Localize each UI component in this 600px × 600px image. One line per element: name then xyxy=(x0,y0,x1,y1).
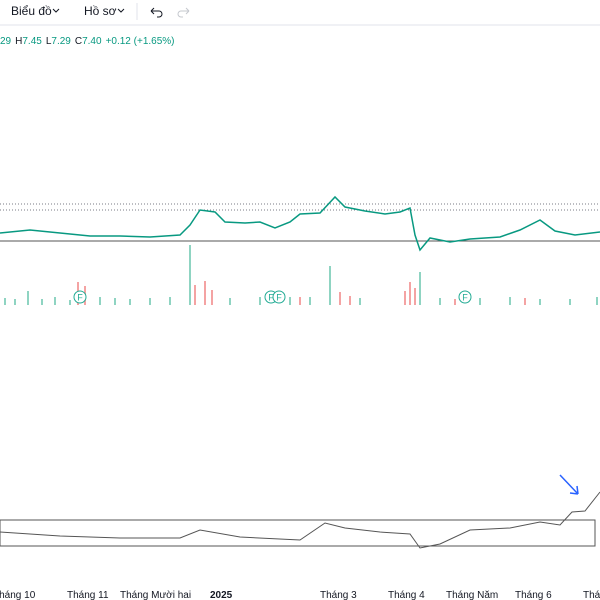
marker-circle xyxy=(73,290,87,304)
volume-bars xyxy=(4,245,598,305)
x-tick-label: Tháng 10 xyxy=(0,590,36,600)
chart-menu[interactable]: Biểu đồ xyxy=(11,4,52,18)
x-tick-label: Tháng 4 xyxy=(388,590,425,600)
price-line xyxy=(0,195,600,252)
marker-label: F xyxy=(77,293,83,303)
chevron xyxy=(117,8,125,13)
undo[interactable] xyxy=(150,7,163,18)
marker-circle xyxy=(272,290,286,304)
x-tick-label: Tháng Năm xyxy=(446,590,498,600)
open-value: 29 xyxy=(0,36,12,47)
ohlc-value: 7.29 xyxy=(51,36,71,47)
ohlc-key: H xyxy=(15,36,22,47)
x-tick-label: Tháng 11 xyxy=(67,590,109,600)
chevron xyxy=(52,8,60,13)
x-tick-label: Tháng 3 xyxy=(320,590,357,600)
arrow-annotation xyxy=(559,474,579,495)
x-tick-label: Tháng Mười hai xyxy=(120,590,191,600)
ohlc-legend: 29 H7.45 L7.29 C7.40 +0.12 (+1.65%) xyxy=(0,36,175,47)
ohlc-key: C xyxy=(75,36,82,47)
volume-bars xyxy=(77,281,526,305)
marker-circle xyxy=(458,290,472,304)
redo[interactable] xyxy=(177,7,190,18)
ohlc-value: 7.45 xyxy=(22,36,42,47)
navigator-line xyxy=(0,491,600,549)
profile-menu[interactable]: Hồ sơ xyxy=(84,4,117,18)
marker-label: F xyxy=(276,293,282,303)
x-tick-label: Tháng 7 xyxy=(583,590,600,600)
ohlc-key: L xyxy=(46,36,52,47)
navigator-box xyxy=(0,519,596,547)
marker-label: F xyxy=(462,293,468,303)
x-tick-label: 2025 xyxy=(210,590,233,600)
x-tick-label: Tháng 6 xyxy=(515,590,552,600)
ohlc-value: 7.40 xyxy=(82,36,102,47)
marker-label: F xyxy=(268,293,274,303)
change: +0.12 (+1.65%) xyxy=(106,36,175,47)
